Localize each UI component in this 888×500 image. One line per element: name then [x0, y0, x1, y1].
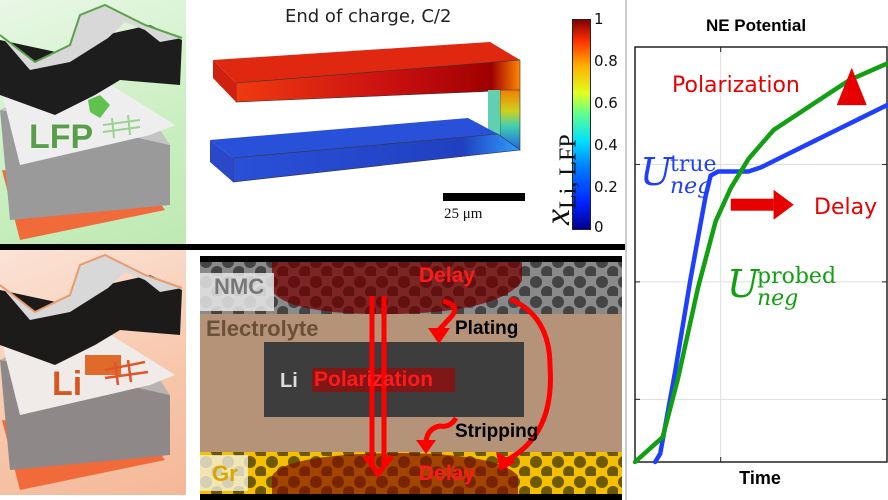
delay-arrow-shaft [730, 198, 774, 211]
nmc-label: NMC [214, 274, 265, 299]
plating-arrow [436, 298, 458, 333]
scale-bar-label: 25 μm [444, 206, 483, 222]
delay-bottom-label: Delay [419, 462, 476, 485]
colorbar-label: xLi, LFP [537, 134, 582, 225]
li-block-label: Li [280, 370, 298, 392]
delay-arrow-head [773, 189, 794, 220]
plating-label: Plating [455, 318, 519, 339]
u-probed-label: U probed neg [727, 262, 837, 311]
plating-schematic: NMC Electrolyte Li Gr Polarization Delay… [200, 256, 622, 500]
delay-annotation: Delay [814, 195, 878, 220]
nmc-label-box [200, 273, 274, 311]
gr-label-box [200, 455, 248, 491]
lfp-label: LFP [29, 118, 94, 156]
colorbar-tick: 0.8 [594, 52, 618, 70]
polarization-arrow [362, 296, 394, 479]
colorbar-tick: 1 [594, 10, 604, 28]
li-cell-layers [0, 253, 183, 490]
gr-label: Gr [212, 461, 238, 486]
li-cell-illustration: Li [0, 250, 186, 495]
colorbar-tick: 0.6 [594, 94, 618, 112]
vertical-divider [625, 0, 627, 500]
lfp-particle-icon [88, 95, 110, 118]
simulation-geometry [210, 42, 521, 183]
cathode-layer [0, 275, 182, 365]
colorbar-tick: 0 [594, 218, 604, 236]
bottom-bar-face [210, 118, 498, 158]
top-border [200, 256, 622, 262]
colorbar-tick: 0.4 [594, 136, 618, 154]
bypass-arrow [503, 296, 553, 464]
chart-axes-box [634, 46, 888, 463]
polarization-label: Polarization [314, 368, 434, 391]
chart-title: NE Potential [705, 16, 807, 35]
schematic-layers [200, 256, 622, 500]
li-reference-block-icon [85, 355, 121, 375]
lfp-cell-layers [0, 3, 183, 240]
cathode-layer [0, 25, 182, 115]
top-bar-face [213, 42, 520, 83]
simulation-title: End of charge, C/2 [285, 6, 452, 27]
li-label: Li [52, 365, 83, 403]
polarization-annotation: Polarization [672, 73, 800, 98]
polarization-arrow-head [836, 67, 867, 106]
series-line-u-probed [632, 61, 888, 465]
panel-divider [0, 244, 625, 250]
scale-bar [443, 193, 525, 201]
lfp-cell-illustration: LFP [0, 0, 186, 245]
delay-top-label: Delay [419, 264, 476, 287]
colorbar-tick: 0.2 [594, 178, 618, 196]
stripping-label: Stripping [455, 421, 539, 442]
electrolyte-label: Electrolyte [206, 316, 319, 341]
series-line-u-true [652, 102, 888, 465]
u-true-label: U true neg [640, 150, 717, 199]
ne-potential-chart [632, 46, 888, 465]
chart-xlabel: Time [739, 468, 781, 488]
bottom-border [200, 494, 622, 500]
stripping-arrow [423, 416, 459, 442]
colorbar [572, 19, 591, 230]
